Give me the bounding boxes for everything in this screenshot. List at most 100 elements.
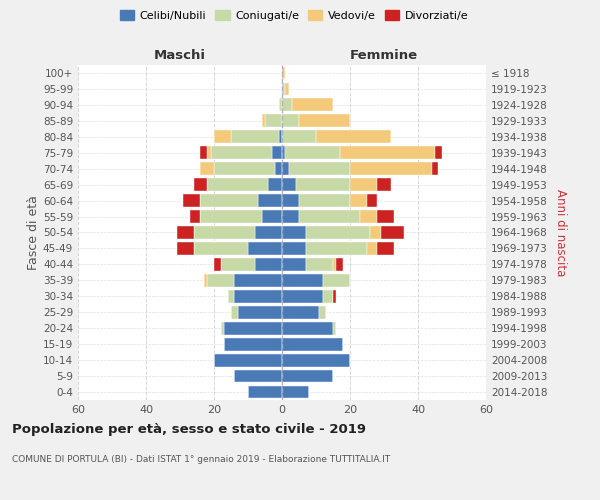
Bar (200, 210, 262, 223)
Bar (221, 322, 224, 334)
Bar (296, 178, 350, 191)
Bar (333, 322, 337, 334)
Bar (282, 354, 350, 366)
Bar (299, 114, 350, 127)
Bar (190, 210, 200, 223)
Bar (214, 354, 282, 366)
Bar (248, 386, 282, 398)
Bar (299, 194, 350, 207)
Bar (377, 210, 394, 223)
Bar (282, 146, 286, 159)
Bar (275, 162, 282, 175)
Bar (367, 194, 377, 207)
Bar (207, 178, 268, 191)
Bar (278, 130, 282, 143)
Bar (350, 194, 367, 207)
Bar (200, 146, 207, 159)
Bar (282, 82, 286, 96)
Bar (265, 114, 282, 127)
Bar (235, 274, 282, 286)
Text: Maschi: Maschi (154, 49, 206, 62)
Text: Femmine: Femmine (350, 49, 418, 62)
Bar (194, 226, 255, 239)
Bar (235, 370, 282, 382)
Bar (176, 226, 194, 239)
Bar (278, 98, 282, 112)
Bar (235, 290, 282, 302)
Bar (431, 162, 439, 175)
Bar (380, 226, 404, 239)
Bar (323, 274, 350, 286)
Bar (282, 322, 333, 334)
Bar (370, 226, 380, 239)
Bar (340, 146, 435, 159)
Bar (214, 130, 231, 143)
Bar (282, 290, 323, 302)
Bar (221, 258, 255, 271)
Bar (282, 162, 289, 175)
Bar (350, 162, 431, 175)
Bar (214, 162, 275, 175)
Bar (306, 242, 367, 255)
Bar (262, 114, 265, 127)
Bar (282, 210, 299, 223)
Bar (282, 114, 299, 127)
Bar (231, 306, 238, 318)
Bar (248, 242, 282, 255)
Bar (272, 146, 282, 159)
Bar (299, 210, 360, 223)
Bar (292, 98, 333, 112)
Text: COMUNE DI PORTULA (BI) - Dati ISTAT 1° gennaio 2019 - Elaborazione TUTTITALIA.IT: COMUNE DI PORTULA (BI) - Dati ISTAT 1° g… (12, 455, 390, 464)
Bar (255, 226, 282, 239)
Bar (350, 178, 377, 191)
Bar (214, 258, 221, 271)
Bar (319, 306, 326, 318)
Bar (282, 194, 299, 207)
Bar (286, 146, 340, 159)
Bar (282, 226, 306, 239)
Bar (282, 178, 296, 191)
Bar (282, 98, 292, 112)
Bar (268, 178, 282, 191)
Bar (227, 290, 235, 302)
Bar (207, 146, 211, 159)
Bar (323, 290, 333, 302)
Bar (194, 242, 248, 255)
Bar (333, 258, 337, 271)
Bar (316, 130, 391, 143)
Bar (282, 386, 309, 398)
Bar (224, 338, 282, 350)
Y-axis label: Anni di nascita: Anni di nascita (554, 189, 567, 276)
Bar (286, 82, 289, 96)
Bar (282, 242, 306, 255)
Bar (377, 242, 394, 255)
Bar (282, 306, 319, 318)
Bar (333, 290, 337, 302)
Bar (360, 210, 377, 223)
Bar (184, 194, 200, 207)
Bar (176, 242, 194, 255)
Bar (238, 306, 282, 318)
Bar (194, 178, 207, 191)
Bar (282, 130, 316, 143)
Bar (200, 162, 214, 175)
Bar (282, 370, 333, 382)
Bar (282, 66, 286, 80)
Bar (258, 194, 282, 207)
Bar (289, 162, 350, 175)
Bar (337, 258, 343, 271)
Bar (204, 274, 207, 286)
Y-axis label: Fasce di età: Fasce di età (27, 195, 40, 270)
Bar (377, 178, 391, 191)
Bar (207, 274, 235, 286)
Bar (224, 322, 282, 334)
Text: Popolazione per età, sesso e stato civile - 2019: Popolazione per età, sesso e stato civil… (12, 422, 366, 436)
Bar (435, 146, 442, 159)
Bar (282, 274, 323, 286)
Bar (231, 130, 278, 143)
Bar (282, 258, 306, 271)
Bar (211, 146, 272, 159)
Bar (306, 226, 370, 239)
Bar (200, 194, 258, 207)
Legend: Celibi/Nubili, Coniugati/e, Vedovi/e, Divorziati/e: Celibi/Nubili, Coniugati/e, Vedovi/e, Di… (118, 8, 470, 24)
